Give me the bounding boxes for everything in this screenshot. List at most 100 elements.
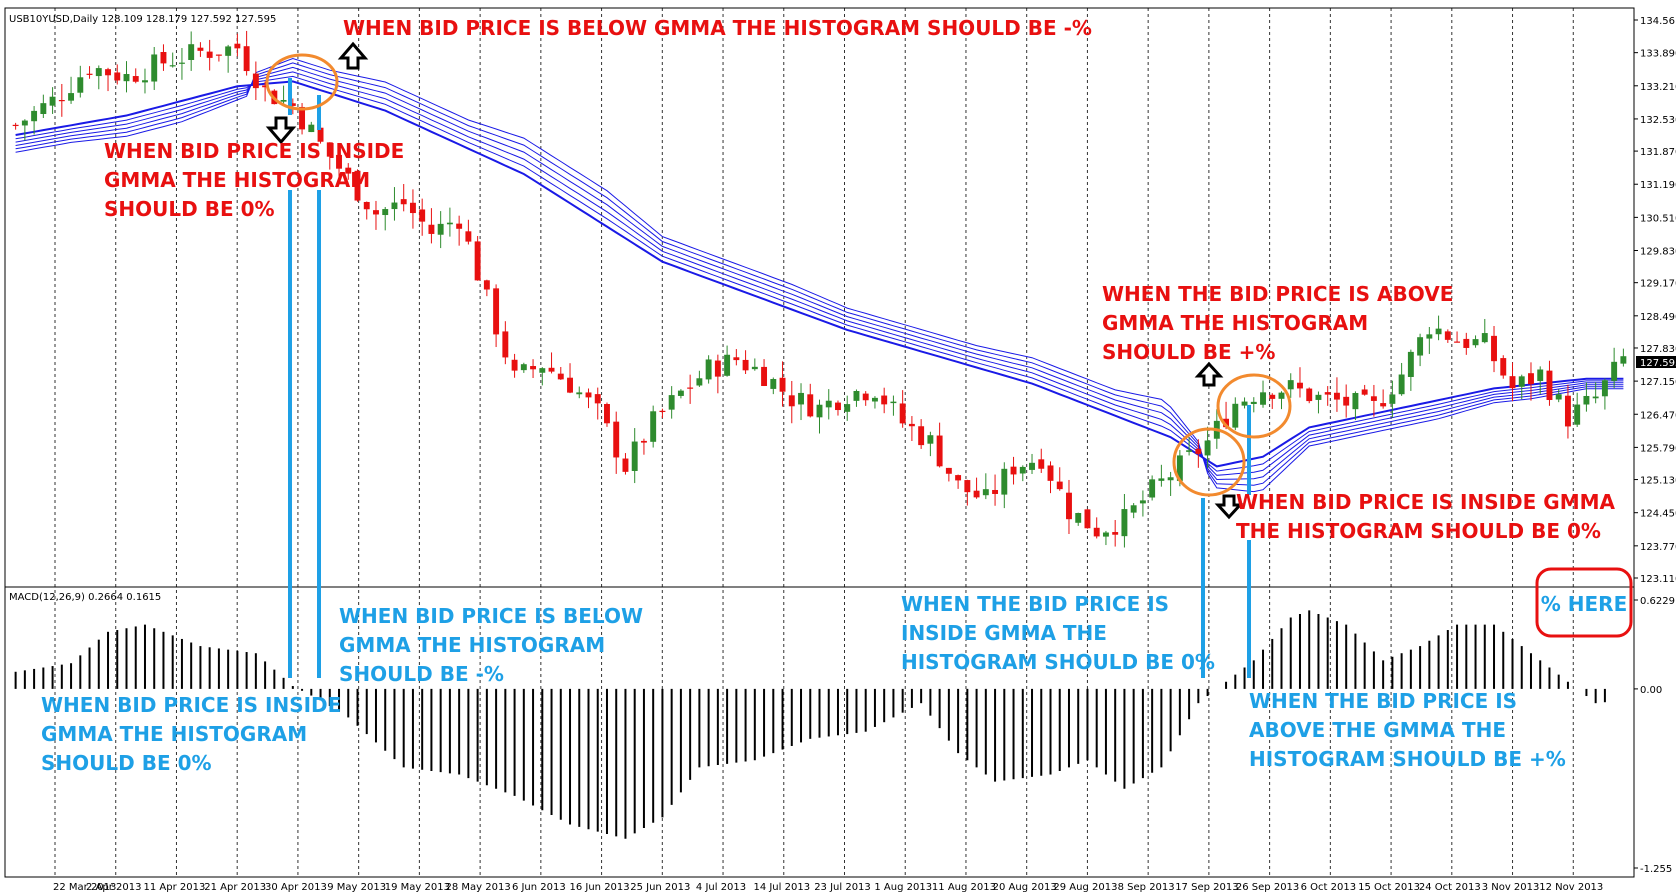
- macd-tick-label: 0.00: [1640, 685, 1662, 696]
- candle-bull: [816, 404, 823, 418]
- candle-bull: [123, 74, 130, 82]
- candle-bear: [317, 127, 324, 142]
- candle-bear: [1010, 466, 1017, 475]
- x-tick-label: 16 Jun 2013: [569, 882, 629, 893]
- candle-bull: [1611, 361, 1618, 381]
- arrow-up-icon: [337, 41, 369, 70]
- x-tick-label: 15 Oct 2013: [1358, 882, 1420, 893]
- candle-bull: [1601, 380, 1608, 397]
- candle-bull: [1121, 509, 1128, 537]
- candle-bear: [687, 387, 694, 389]
- candle-bear: [197, 47, 204, 51]
- candle-bull: [1620, 356, 1627, 364]
- candle-bear: [1509, 376, 1516, 389]
- candle-bull: [437, 223, 444, 235]
- gmma-line: [15, 71, 1624, 476]
- candle-bull: [1029, 462, 1035, 470]
- y-tick-label: 130.510: [1640, 213, 1676, 224]
- candle-bear: [114, 72, 121, 81]
- candle-bull: [1472, 339, 1479, 346]
- blue-annotation-below-line3: SHOULD BE -%: [339, 662, 504, 686]
- x-tick-label: 26 Sep 2013: [1236, 882, 1299, 893]
- candle-bear: [215, 54, 222, 56]
- x-tick-label: 28 May 2013: [446, 882, 511, 893]
- candle-bear: [1454, 341, 1461, 343]
- candle-bull: [576, 392, 583, 395]
- candle-bear: [955, 475, 962, 481]
- candle-bull: [1232, 403, 1239, 428]
- blue-annotation-below-line1: WHEN BID PRICE IS BELOW: [339, 604, 643, 628]
- y-tick-label: 123.110: [1640, 574, 1676, 585]
- x-tick-label: 11 Apr 2013: [144, 882, 206, 893]
- candle-bear: [299, 106, 306, 130]
- vertical-grid: [54, 8, 1574, 877]
- candle-bear: [622, 458, 629, 472]
- current-price-tag: [1636, 356, 1676, 368]
- candle-bear: [779, 377, 786, 392]
- candle-bull: [798, 392, 804, 405]
- candle-bull: [927, 435, 934, 444]
- x-tick-label: 9 May 2013: [327, 882, 386, 893]
- candle-bear: [234, 43, 241, 49]
- y-tick-label: 125.130: [1640, 476, 1676, 487]
- candle-bull: [1574, 404, 1581, 425]
- candle-bull: [825, 400, 832, 408]
- candle-bull: [1287, 380, 1294, 390]
- x-tick-label: 19 May 2013: [385, 882, 450, 893]
- symbol-info: USB10YUSD,Daily 128.109 128.179 127.592 …: [9, 14, 276, 25]
- blue-annotation-mid-line2: INSIDE GMMA THE: [901, 621, 1107, 645]
- red-annotation-inside-line2: GMMA THE HISTOGRAM: [104, 168, 370, 192]
- y-tick-label: 131.190: [1640, 180, 1676, 191]
- candle-bear: [585, 392, 592, 398]
- candle-bull: [724, 354, 731, 376]
- candle-bull: [1583, 395, 1590, 405]
- marker-lines: [288, 78, 1251, 678]
- candle-bull: [169, 65, 176, 67]
- x-tick-label: 25 Jun 2013: [630, 882, 690, 893]
- x-tick-label: 29 Aug 2013: [1053, 882, 1117, 893]
- y-tick-label: 133.210: [1640, 82, 1676, 93]
- candle-bear: [206, 51, 213, 58]
- candle-bear: [1380, 403, 1387, 407]
- y-tick-label: 133.890: [1640, 49, 1676, 60]
- blue-annotation-right-line3: HISTOGRAM SHOULD BE +%: [1249, 747, 1566, 771]
- candle-bull: [1417, 337, 1424, 356]
- candle-bear: [1500, 358, 1507, 376]
- red-annotation-above-line3: SHOULD BE +%: [1102, 340, 1275, 364]
- candle-bear: [936, 435, 943, 467]
- macd-tick-label: -1.255: [1640, 864, 1672, 875]
- red-annotation-inside-right-line1: WHEN BID PRICE IS INSIDE GMMA: [1236, 490, 1615, 514]
- y-tick-label: 127.830: [1640, 344, 1676, 355]
- candle-bull: [77, 77, 84, 93]
- candle-bull: [1278, 392, 1285, 399]
- candle-bull: [1241, 401, 1248, 406]
- macd-histogram: [14, 610, 1606, 839]
- candle-bear: [1333, 392, 1340, 400]
- candle-bear: [373, 210, 379, 215]
- candle-bear: [1297, 382, 1303, 389]
- candle-bull: [1407, 351, 1414, 377]
- y-tick-label: 131.870: [1640, 147, 1676, 158]
- candle-bull: [40, 103, 47, 114]
- macd-tick-label: 0.6229: [1640, 596, 1675, 607]
- candle-bear: [1370, 396, 1377, 401]
- y-tick-label: 125.790: [1640, 443, 1676, 454]
- candle-bull: [1075, 512, 1082, 523]
- candle-bull: [890, 401, 897, 404]
- blue-annotation-inside-line3: SHOULD BE 0%: [41, 751, 212, 775]
- highlight-circle-2: [1172, 427, 1246, 497]
- candle-bull: [225, 46, 232, 56]
- y-tick-label: 124.450: [1640, 509, 1676, 520]
- candle-bear: [1047, 465, 1054, 481]
- blue-annotation-right-line2: ABOVE THE GMMA THE: [1249, 718, 1506, 742]
- candle-bull: [1158, 478, 1165, 481]
- candle-bear: [58, 99, 65, 102]
- gmma-line: [15, 57, 1624, 493]
- y-tick-label: 132.530: [1640, 115, 1676, 126]
- candle-bull: [520, 364, 527, 371]
- candle-bear: [530, 366, 537, 370]
- candle-bull: [982, 489, 989, 496]
- x-tick-label: 24 Oct 2013: [1419, 882, 1481, 893]
